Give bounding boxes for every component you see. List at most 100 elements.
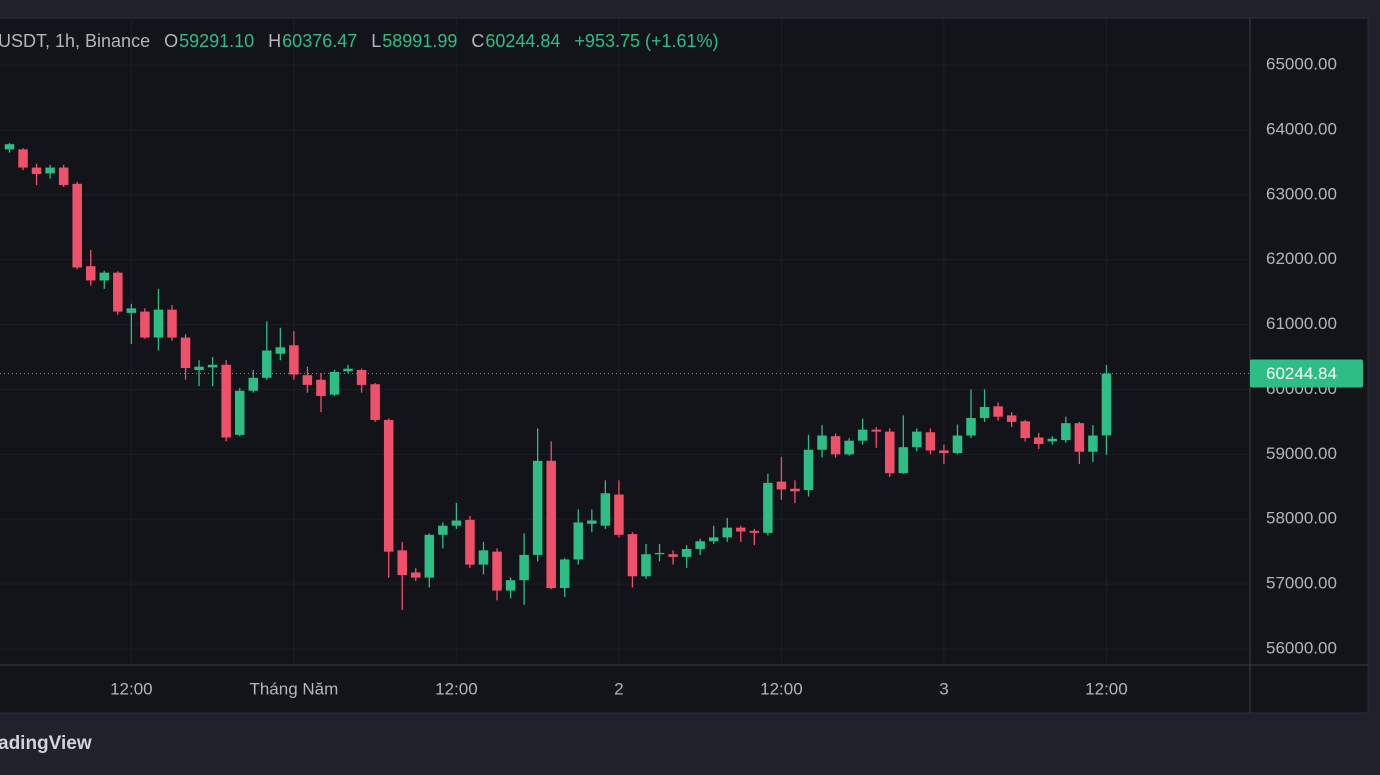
y-tick-label: 58000.00 <box>1266 509 1337 528</box>
ohlc-item: C 60244.84 <box>471 31 560 52</box>
candle-body <box>167 309 177 338</box>
chart-panel <box>0 17 1369 714</box>
ohlc-item: H 60376.47 <box>268 31 357 52</box>
candle-body <box>519 554 529 581</box>
candle-body <box>153 309 164 338</box>
candle-body <box>302 375 313 385</box>
last-price-label: 60244.84 <box>1266 364 1337 383</box>
ohlc-label: H <box>268 31 282 51</box>
candle-body <box>763 482 773 533</box>
ohlc-label: O <box>164 31 179 51</box>
candle-body <box>871 429 881 432</box>
candle-body <box>790 488 800 492</box>
change: +953.75 (+1.61%) <box>574 31 719 51</box>
ohlc-item: O 59291.10 <box>164 31 254 52</box>
last-price-box <box>1250 359 1363 388</box>
x-tick-label: 12:00 <box>1085 679 1128 698</box>
candle-body <box>979 406 990 418</box>
candle-body <box>262 350 272 378</box>
x-tick-label: 12:00 <box>760 679 803 698</box>
candle-body <box>952 435 963 454</box>
y-tick-label: 63000.00 <box>1266 184 1337 203</box>
candle-body <box>126 308 137 313</box>
candle-body <box>939 450 949 454</box>
candle-body <box>668 554 678 557</box>
candle-body <box>221 364 231 438</box>
ohlc-label: L <box>371 31 382 51</box>
candle-body <box>654 552 665 555</box>
candle-body <box>966 417 976 436</box>
y-tick-label: 61000.00 <box>1266 314 1337 333</box>
y-tick-label: 65000.00 <box>1266 55 1337 74</box>
x-tick-label: Tháng Năm <box>249 679 338 698</box>
y-tick-label: 62000.00 <box>1266 249 1337 268</box>
candle-body <box>885 431 895 474</box>
candle-body <box>681 549 692 557</box>
x-tick-label: 12:00 <box>110 679 153 698</box>
y-tick-label: 57000.00 <box>1266 574 1337 593</box>
candle-body <box>817 435 827 450</box>
candle-body <box>803 449 814 491</box>
candle-body <box>1061 423 1071 441</box>
candle-body <box>1033 437 1044 444</box>
candle-body <box>383 419 394 552</box>
candle-body <box>1088 435 1098 452</box>
candle-body <box>58 167 69 186</box>
legend-header: USDT, 1h, Binance O 59291.10 H 60376.47 L 589… <box>0 31 719 52</box>
candle-body <box>749 530 760 533</box>
candle-body <box>573 522 584 560</box>
candle-body <box>234 390 245 435</box>
candle-body <box>451 520 462 526</box>
x-tick-label: 2 <box>614 679 623 698</box>
candle-body <box>844 440 854 455</box>
ohlc-item: L 58991.99 <box>371 31 457 52</box>
ohlc-value: 60376.47 <box>282 31 358 51</box>
candle-body <box>85 266 96 281</box>
candle-body <box>830 436 841 455</box>
candle-body <box>370 384 380 420</box>
candle-body <box>641 554 651 577</box>
ohlc-label: C <box>471 31 485 51</box>
candle-body <box>559 559 570 588</box>
axes: 56000.0057000.0058000.0059000.0060000.00… <box>0 55 1363 698</box>
candle-body <box>289 345 299 375</box>
candle-body <box>18 149 28 168</box>
candle-body <box>329 371 340 395</box>
candle-body <box>248 377 259 391</box>
candle-body <box>600 493 611 526</box>
candle-body <box>898 447 909 474</box>
candle-body <box>722 527 732 538</box>
y-tick-label: 56000.00 <box>1266 638 1337 657</box>
candle-body <box>546 460 556 588</box>
candle-body <box>1020 421 1030 439</box>
candle-body <box>695 541 705 550</box>
ohlc-value: 58991.99 <box>382 31 458 51</box>
candle-body <box>1006 415 1017 422</box>
candle-body <box>4 144 15 150</box>
candle-body <box>113 272 123 312</box>
ohlc-value: 60244.84 <box>485 31 561 51</box>
candle-body <box>99 272 110 281</box>
candles <box>4 142 1112 611</box>
brand: adingView <box>0 733 92 754</box>
candle-body <box>776 481 787 490</box>
y-tick-label: 59000.00 <box>1266 444 1337 463</box>
candle-body <box>587 520 597 524</box>
symbol: USDT, 1h, Binance <box>0 31 151 51</box>
candle-body <box>532 460 543 555</box>
ohlc-value: 59291.10 <box>179 31 255 51</box>
ohlc: O 59291.10 H 60376.47 L 58991.99 C 60244.84 <box>164 31 560 52</box>
candle-body <box>31 167 42 175</box>
candle-body <box>194 366 204 370</box>
candle-body <box>424 534 435 578</box>
candle-body <box>736 527 746 532</box>
candle-body <box>912 431 922 448</box>
candle-body <box>478 550 489 565</box>
y-tick-label: 64000.00 <box>1266 119 1337 138</box>
candle-body <box>411 572 421 578</box>
candle-body <box>45 167 55 174</box>
candle-body <box>993 406 1003 417</box>
candle-body <box>397 550 407 576</box>
